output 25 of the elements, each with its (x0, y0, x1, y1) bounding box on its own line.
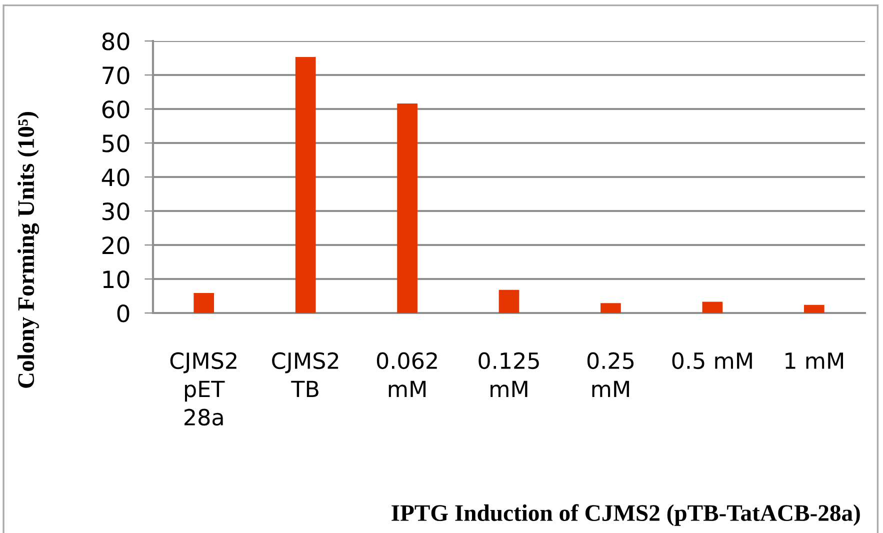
x-tick-label: 0.5 mM (672, 352, 752, 370)
x-tick-label: CJMS2 pET 28a (170, 352, 236, 426)
bar (295, 56, 316, 313)
bar (702, 302, 723, 313)
x-tick-label: 0.062 mM (376, 352, 437, 398)
y-tick-label: 80 (102, 32, 130, 50)
bar (804, 304, 824, 313)
x-tick-label: 1 mM (786, 352, 843, 369)
x-tick-label: 0.25 mM (587, 352, 634, 398)
y-axis-title: Colony Forming Units (10⁵) (17, 112, 40, 388)
y-tick-label: 50 (102, 134, 130, 152)
x-axis-title: IPTG Induction of CJMS2 (pTB-TatACB-28a) (392, 504, 860, 526)
bar (397, 104, 418, 313)
y-tick-label: 60 (102, 100, 130, 118)
y-tick-label: 10 (103, 270, 130, 288)
y-tick-label: 70 (102, 66, 130, 84)
y-tick-label: 30 (102, 202, 130, 220)
y-tick-label: 20 (102, 236, 130, 254)
bar (194, 292, 214, 313)
x-tick-label: 0.125 mM (478, 352, 539, 398)
x-tick-label: CJMS2 TB (272, 352, 338, 398)
y-tick-label: 40 (102, 168, 130, 186)
bar (600, 303, 621, 313)
bar (498, 290, 520, 313)
y-tick-label: 0 (117, 304, 130, 322)
